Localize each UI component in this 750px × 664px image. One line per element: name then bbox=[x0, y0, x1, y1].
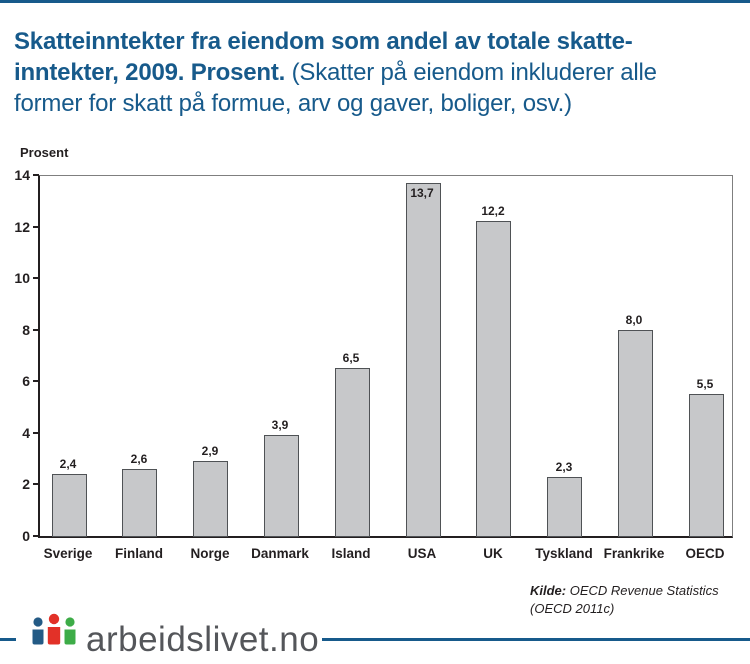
y-tick-mark-0 bbox=[33, 535, 39, 537]
bar-danmark bbox=[264, 435, 299, 537]
y-tick-label-4: 4 bbox=[22, 424, 30, 441]
bar-value-sverige: 2,4 bbox=[59, 457, 77, 471]
bar-value-island: 6,5 bbox=[342, 351, 360, 365]
x-category-label-norge: Norge bbox=[190, 546, 230, 561]
x-category-label-finland: Finland bbox=[115, 546, 163, 561]
x-category-label-uk: UK bbox=[483, 546, 503, 561]
bar-oecd bbox=[689, 394, 724, 537]
bar-value-oecd: 5,5 bbox=[696, 377, 714, 391]
y-tick-label-10: 10 bbox=[14, 270, 30, 287]
y-tick-mark-12 bbox=[33, 225, 39, 228]
bar-value-finland: 2,6 bbox=[130, 452, 148, 466]
bar-uk bbox=[476, 221, 511, 537]
y-tick-label-6: 6 bbox=[22, 373, 30, 390]
arbeidslivet-logo-text: arbeidslivet.no bbox=[86, 620, 320, 659]
x-category-label-sverige: Sverige bbox=[43, 546, 93, 561]
bar-value-danmark: 3,9 bbox=[271, 418, 289, 432]
x-category-label-island: Island bbox=[331, 546, 371, 561]
bar-value-tyskland: 2,3 bbox=[555, 460, 573, 474]
y-tick-mark-14 bbox=[33, 174, 39, 176]
bar-value-uk: 12,2 bbox=[481, 204, 505, 218]
bar-norge bbox=[193, 461, 228, 537]
x-category-label-tyskland: Tyskland bbox=[535, 546, 593, 561]
x-category-label-oecd: OECD bbox=[685, 546, 725, 561]
y-tick-mark-4 bbox=[33, 431, 39, 434]
y-tick-mark-2 bbox=[33, 483, 39, 486]
source-text: OECD Revenue Statistics bbox=[566, 583, 719, 598]
footer-left-line bbox=[0, 638, 16, 641]
bar-finland bbox=[122, 469, 157, 537]
y-tick-label-12: 12 bbox=[14, 218, 30, 235]
source-line-2: (OECD 2011c) bbox=[530, 601, 615, 616]
source-note: Kilde: OECD Revenue Statistics (OECD 201… bbox=[530, 582, 740, 618]
page-title: Skatteinntekter fra eiendom som andel av… bbox=[14, 26, 740, 119]
bar-value-norge: 2,9 bbox=[201, 444, 219, 458]
arbeidslivet-logo-people-icon bbox=[32, 613, 76, 645]
y-tick-label-14: 14 bbox=[14, 167, 30, 183]
y-tick-label-8: 8 bbox=[22, 321, 30, 338]
title-line-3: former for skatt på formue, arv og gaver… bbox=[14, 88, 740, 119]
x-category-label-usa: USA bbox=[407, 546, 437, 561]
title-line-2: inntekter, 2009. Prosent. (Skatter på ei… bbox=[14, 57, 740, 88]
bar-usa bbox=[406, 183, 441, 537]
bar-tyskland bbox=[547, 477, 582, 537]
y-tick-label-2: 2 bbox=[22, 476, 30, 493]
x-category-label-danmark: Danmark bbox=[251, 546, 309, 561]
bar-sverige bbox=[52, 474, 87, 537]
bar-frankrike bbox=[618, 330, 653, 537]
bar-island bbox=[335, 368, 370, 537]
person-icon-green bbox=[64, 617, 76, 645]
x-category-label-frankrike: Frankrike bbox=[603, 546, 665, 561]
y-tick-mark-8 bbox=[33, 328, 39, 331]
title-text-bold-2: inntekter, 2009. Prosent. bbox=[14, 59, 286, 86]
source-line-1: Kilde: OECD Revenue Statistics bbox=[530, 582, 740, 600]
title-line-1: Skatteinntekter fra eiendom som andel av… bbox=[14, 26, 740, 57]
bar-value-frankrike: 8,0 bbox=[625, 313, 643, 327]
person-icon-blue bbox=[32, 617, 44, 645]
y-tick-label-0: 0 bbox=[22, 528, 30, 544]
y-axis-title: Prosent bbox=[20, 145, 69, 160]
person-icon-red bbox=[47, 613, 61, 645]
title-text-normal-2: (Skatter på eiendom inkluderer alle bbox=[285, 59, 657, 86]
title-text-bold-1: Skatteinntekter fra eiendom som andel av… bbox=[14, 28, 633, 55]
footer-right-line bbox=[322, 638, 750, 641]
header-divider-line bbox=[0, 0, 750, 3]
source-label: Kilde: bbox=[530, 583, 567, 598]
y-tick-mark-10 bbox=[33, 277, 39, 280]
y-tick-mark-6 bbox=[33, 380, 39, 383]
bar-value-usa: 13,7 bbox=[410, 186, 434, 200]
title-text-normal-3: former for skatt på formue, arv og gaver… bbox=[14, 90, 572, 117]
